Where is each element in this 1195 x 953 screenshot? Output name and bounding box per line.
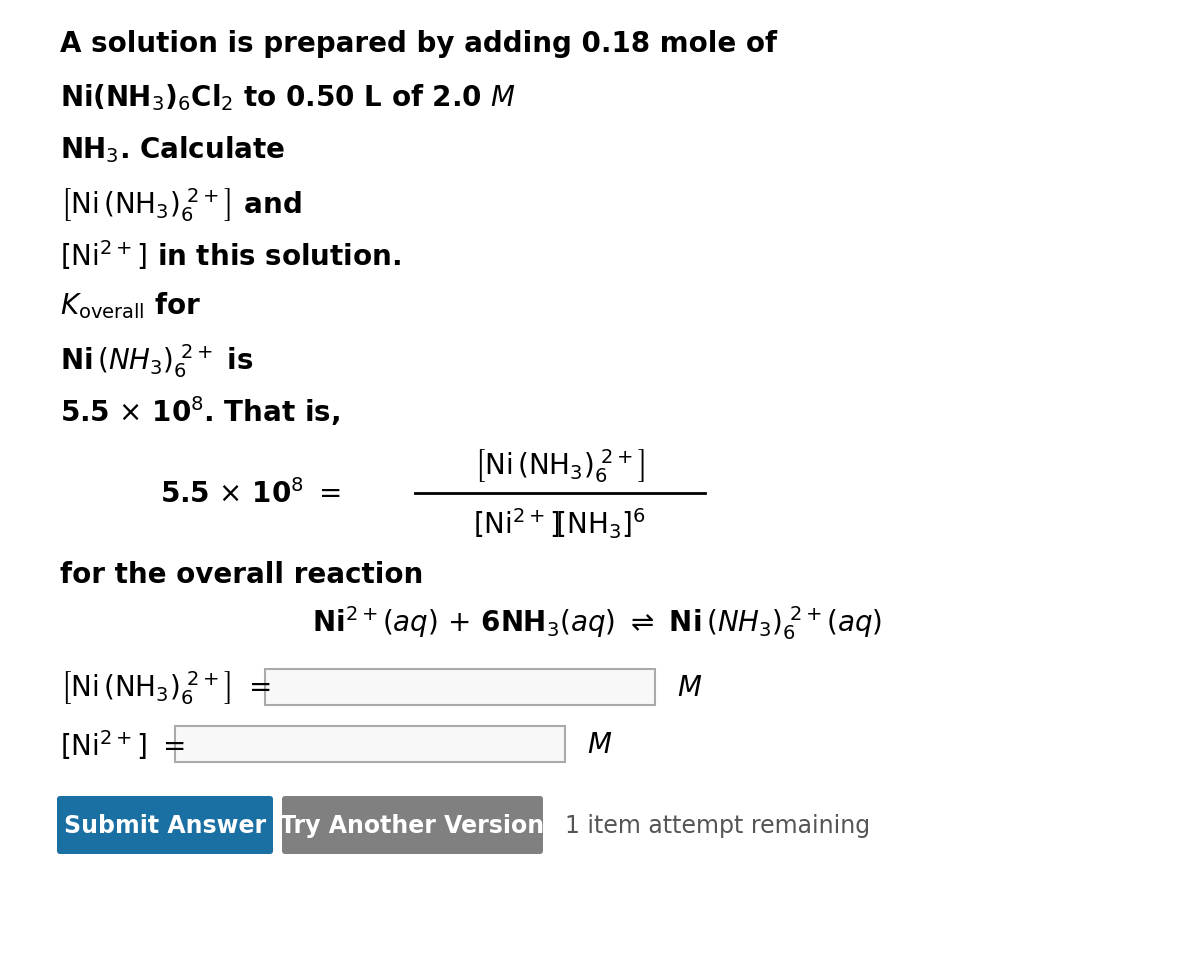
Text: $\mathit{M}$: $\mathit{M}$	[678, 673, 703, 701]
Text: $\left[\mathrm{Ni^{2+}}\right]\!\left[\mathrm{NH_3}\right]^6$: $\left[\mathrm{Ni^{2+}}\right]\!\left[\m…	[473, 506, 646, 540]
Text: Ni$^{2+}$$(aq)$ $+$ 6NH$_3$$(aq)$ $\rightleftharpoons$ Ni$\,(NH_3)_6^{\ 2+}$$(aq: Ni$^{2+}$$(aq)$ $+$ 6NH$_3$$(aq)$ $\righ…	[312, 603, 882, 641]
Text: Submit Answer: Submit Answer	[65, 813, 266, 837]
Text: $\left[\mathrm{Ni\,(NH_3)_6^{\ 2+}}\right]$ and: $\left[\mathrm{Ni\,(NH_3)_6^{\ 2+}}\righ…	[60, 186, 301, 224]
Text: $\left[\mathrm{Ni^{2+}}\right]$ $=$: $\left[\mathrm{Ni^{2+}}\right]$ $=$	[60, 727, 185, 761]
Text: Ni$\,(NH_3)_6^{\ 2+}$ is: Ni$\,(NH_3)_6^{\ 2+}$ is	[60, 341, 253, 379]
Text: $\left[\mathrm{Ni^{2+}}\right]$ in this solution.: $\left[\mathrm{Ni^{2+}}\right]$ in this …	[60, 237, 400, 272]
Text: 5.5 $\times$ 10$^8$ $=$: 5.5 $\times$ 10$^8$ $=$	[160, 478, 342, 508]
Text: for the overall reaction: for the overall reaction	[60, 560, 423, 588]
Text: $\mathit{M}$: $\mathit{M}$	[587, 730, 612, 759]
FancyBboxPatch shape	[282, 796, 543, 854]
Text: Ni(NH$_3$)$_6$Cl$_2$ to 0.50 L of 2.0 $\mathit{M}$: Ni(NH$_3$)$_6$Cl$_2$ to 0.50 L of 2.0 $\…	[60, 82, 516, 112]
Text: Try Another Version: Try Another Version	[281, 813, 545, 837]
Text: 5.5 $\times$ 10$^8$. That is,: 5.5 $\times$ 10$^8$. That is,	[60, 394, 341, 428]
Text: 1 item attempt remaining: 1 item attempt remaining	[565, 813, 870, 837]
Bar	[174, 726, 565, 762]
Text: A solution is prepared by adding 0.18 mole of: A solution is prepared by adding 0.18 mo…	[60, 30, 777, 58]
Text: $K_{\mathrm{overall}}$ for: $K_{\mathrm{overall}}$ for	[60, 290, 202, 320]
Text: $\left[\mathrm{Ni\,(NH_3)_6^{\ 2+}}\right]$ $=$: $\left[\mathrm{Ni\,(NH_3)_6^{\ 2+}}\righ…	[60, 668, 271, 706]
Text: $\left[\mathrm{Ni\,(NH_3)_6^{\ 2+}}\right]$: $\left[\mathrm{Ni\,(NH_3)_6^{\ 2+}}\righ…	[474, 447, 645, 484]
Bar	[265, 669, 655, 705]
Text: NH$_3$. Calculate: NH$_3$. Calculate	[60, 133, 286, 165]
FancyBboxPatch shape	[57, 796, 272, 854]
